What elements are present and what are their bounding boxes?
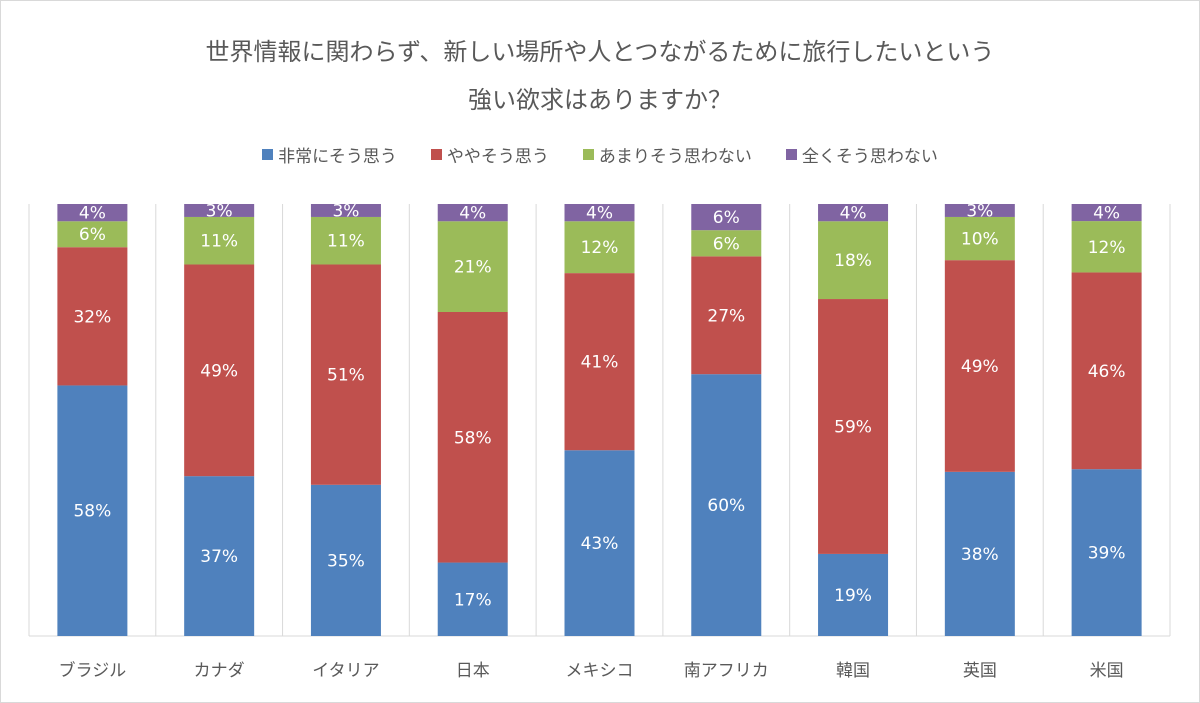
bar-segment — [944, 204, 1015, 217]
data-label: 3% — [206, 201, 233, 221]
bar-segment — [437, 204, 508, 222]
category-label: 日本 — [456, 661, 490, 681]
bar-segment — [437, 221, 508, 312]
data-label: 38% — [961, 545, 999, 565]
category-label: 英国 — [963, 661, 997, 681]
bar-segment — [818, 221, 889, 300]
bar-segment — [310, 484, 381, 636]
bar-segment — [818, 299, 889, 554]
legend-label: 全くそう思わない — [801, 147, 938, 167]
bar-segment — [1071, 221, 1142, 273]
chart-title-line-2: 強い欲求はありますか？ — [468, 86, 732, 114]
legend-swatch — [430, 149, 442, 160]
data-label: 12% — [581, 238, 619, 258]
bar-segment — [1071, 272, 1142, 470]
bar-segment — [564, 450, 635, 636]
bar-segment — [57, 247, 128, 386]
bar-segment — [944, 471, 1015, 636]
bar-segment — [184, 216, 255, 265]
category-label: メキシコ — [566, 661, 634, 681]
data-label: 39% — [1088, 544, 1126, 564]
bar-segment — [437, 562, 508, 636]
data-label: 4% — [840, 204, 867, 224]
legend-item: ややそう思う — [430, 142, 549, 167]
bar-segment — [691, 230, 762, 257]
legend-swatch — [262, 149, 274, 160]
bar-segment — [691, 256, 762, 375]
bar-segment — [57, 204, 128, 222]
bar-segment — [57, 221, 128, 248]
data-label: 60% — [707, 496, 745, 516]
bar-segment — [1071, 204, 1142, 222]
data-label: 49% — [200, 361, 238, 381]
bar-segment — [944, 216, 1015, 261]
data-label: 51% — [327, 366, 365, 386]
bar-segment — [944, 260, 1015, 472]
data-label: 43% — [581, 534, 619, 554]
category-label: イタリア — [312, 661, 379, 681]
legend: 非常にそう思う ややそう思う あまりそう思わない 全くそう思わない — [0, 142, 1200, 167]
data-label: 17% — [454, 590, 492, 610]
data-label: 37% — [200, 547, 238, 567]
data-label: 3% — [332, 201, 359, 221]
bar-segment — [564, 204, 635, 222]
data-label: 59% — [834, 417, 872, 437]
legend-swatch — [582, 149, 594, 160]
data-label: 10% — [961, 230, 999, 250]
legend-item: 非常にそう思う — [262, 142, 397, 167]
data-label: 21% — [454, 258, 492, 278]
data-label: 58% — [454, 428, 492, 448]
bar-segment — [691, 204, 762, 231]
bar-segment — [818, 204, 889, 222]
data-label: 58% — [73, 502, 111, 522]
data-label: 11% — [327, 232, 365, 252]
data-label: 35% — [327, 551, 365, 571]
category-label: ブラジル — [59, 660, 127, 681]
bar-segment — [691, 374, 762, 636]
data-label: 18% — [834, 251, 872, 271]
bar-segment — [437, 312, 508, 563]
data-label: 6% — [79, 225, 106, 245]
legend-item: あまりそう思わない — [582, 142, 752, 167]
bar-segment — [564, 221, 635, 274]
data-label: 4% — [79, 204, 106, 224]
bar-segment — [184, 476, 255, 636]
data-label: 27% — [707, 306, 745, 326]
chart-title-line-1: 世界情報に関わらず、新しい場所や人とつながるために旅行したいという — [205, 38, 995, 66]
legend-label: ややそう思う — [446, 147, 549, 167]
bar-segment — [818, 553, 889, 636]
bar-segment — [310, 264, 381, 485]
data-label: 12% — [1088, 238, 1126, 258]
data-label: 4% — [1093, 204, 1120, 224]
category-label: カナダ — [194, 661, 245, 681]
data-label: 32% — [73, 307, 111, 327]
category-label: 韓国 — [836, 661, 870, 681]
legend-label: 非常にそう思う — [278, 147, 397, 167]
data-label: 4% — [586, 204, 613, 224]
bar-segment — [310, 216, 381, 265]
data-label: 46% — [1088, 362, 1126, 382]
bar-segment — [184, 264, 255, 477]
data-label: 3% — [966, 201, 993, 221]
data-label: 49% — [961, 357, 999, 377]
data-label: 19% — [834, 586, 872, 606]
data-label: 6% — [713, 208, 740, 228]
data-label: 6% — [713, 234, 740, 254]
bar-segment — [184, 204, 255, 217]
category-label: 南アフリカ — [684, 661, 769, 681]
bar-segment — [564, 273, 635, 451]
bar-segment — [1071, 469, 1142, 636]
data-label: 4% — [459, 204, 486, 224]
bar-segment — [310, 204, 381, 217]
data-label: 11% — [200, 232, 238, 252]
bar-segment — [57, 385, 128, 636]
data-label: 41% — [581, 353, 619, 373]
category-label: 米国 — [1090, 661, 1124, 681]
legend-label: あまりそう思わない — [598, 147, 752, 167]
legend-item: 全くそう思わない — [785, 142, 938, 167]
legend-swatch — [785, 149, 797, 160]
